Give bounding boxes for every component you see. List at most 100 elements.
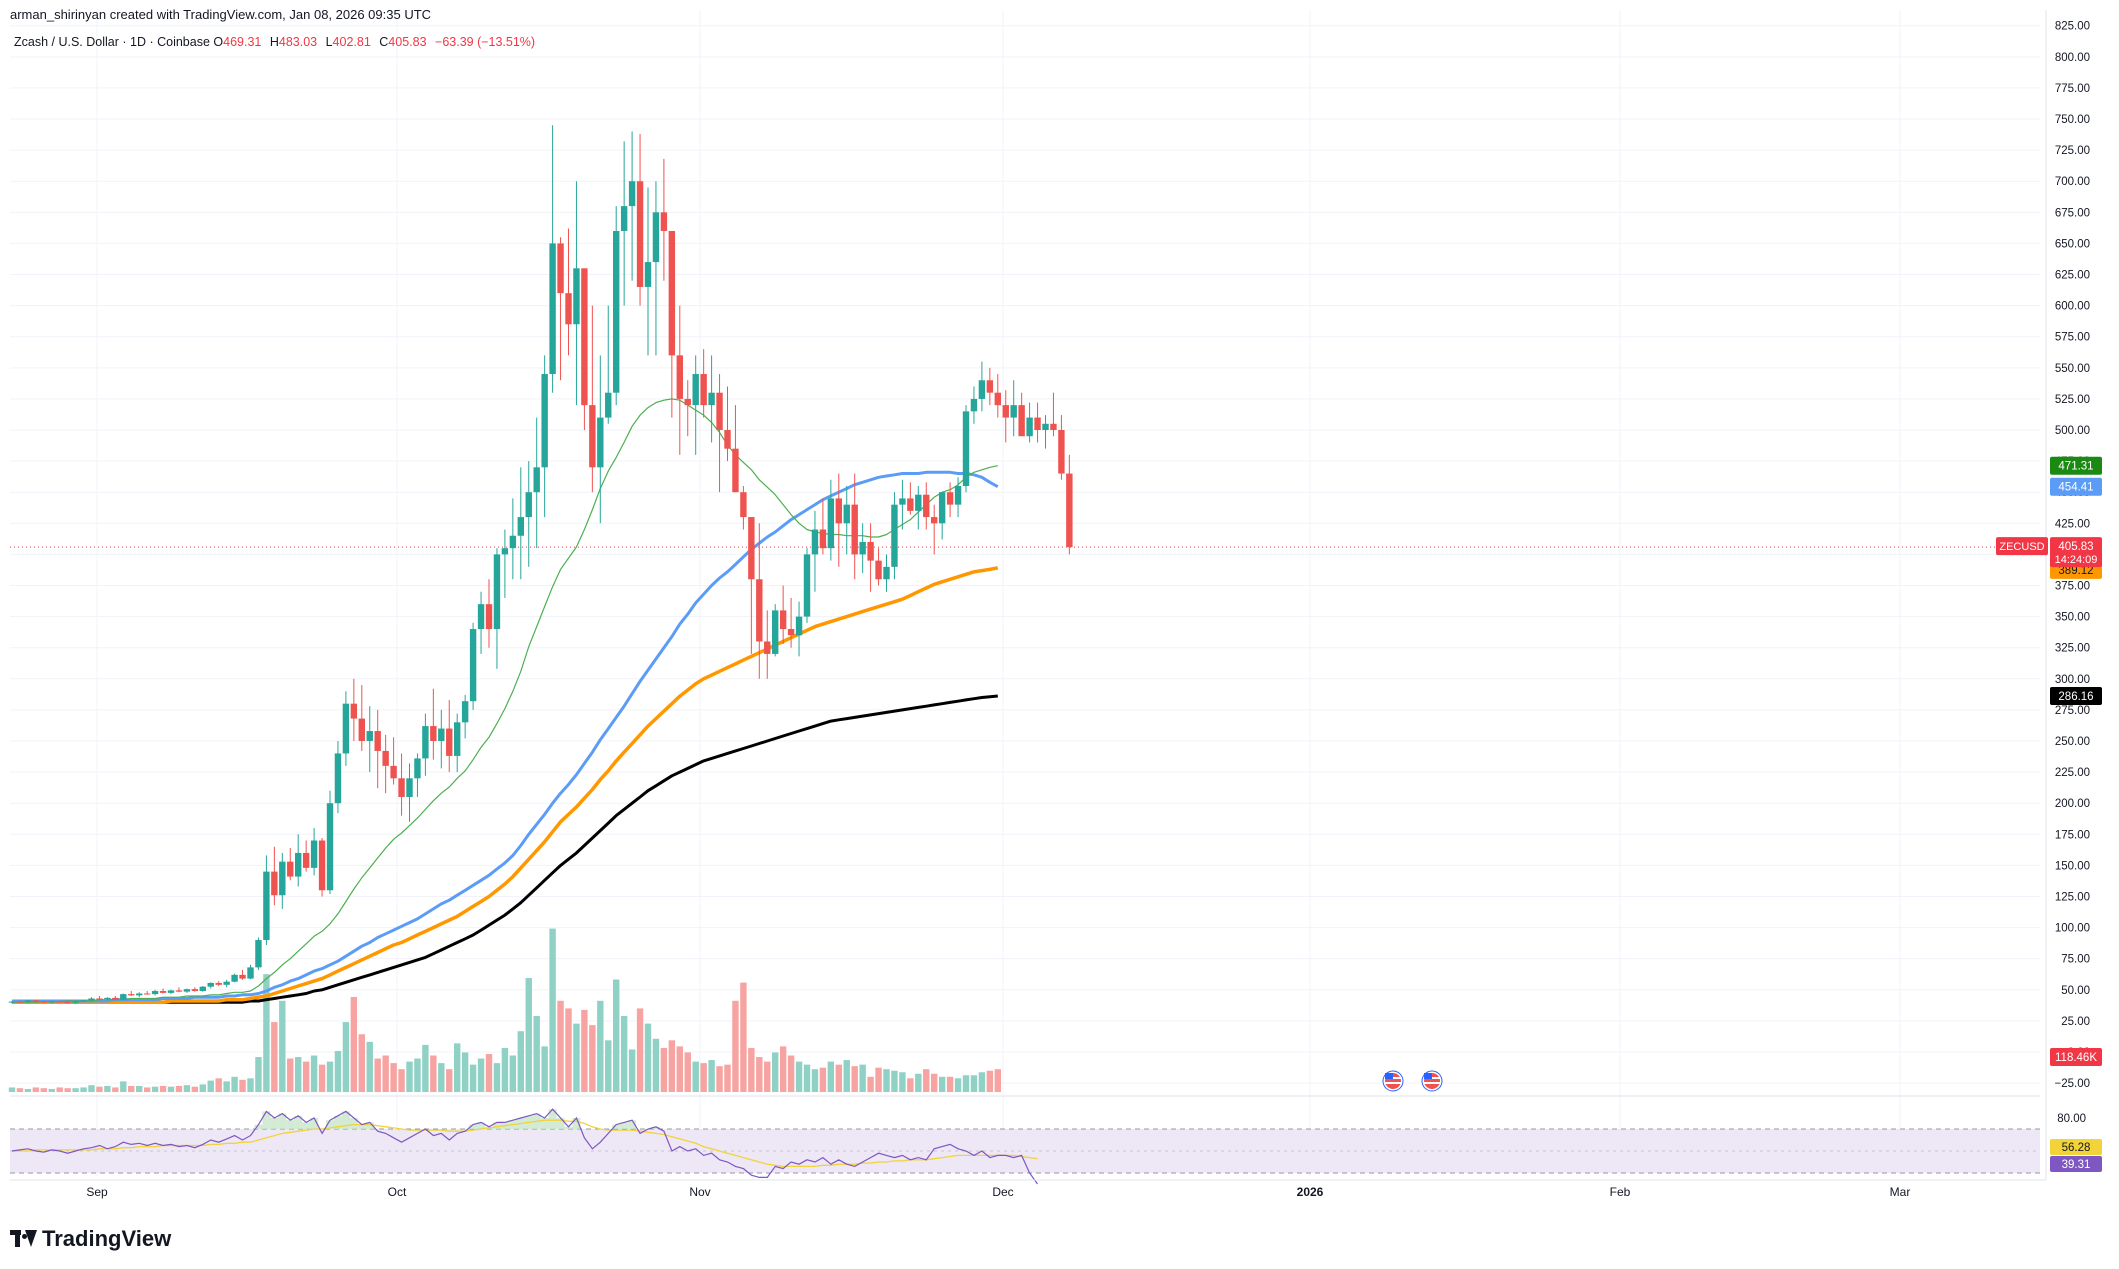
candle[interactable] — [191, 987, 199, 992]
candle[interactable] — [533, 417, 540, 549]
candle[interactable] — [541, 355, 548, 518]
volume-value-badge[interactable]: 118.46K — [2050, 1048, 2102, 1066]
candle[interactable] — [700, 349, 707, 418]
candle[interactable] — [779, 585, 787, 644]
candle[interactable] — [24, 999, 32, 1004]
candle[interactable] — [358, 685, 365, 751]
candle[interactable] — [525, 461, 532, 567]
candle[interactable] — [143, 991, 151, 995]
candle[interactable] — [811, 510, 819, 592]
candle[interactable] — [803, 548, 811, 623]
candle[interactable] — [120, 993, 127, 1001]
candle[interactable] — [787, 597, 795, 648]
us-flag-event-icon[interactable] — [1382, 1070, 1404, 1092]
candle[interactable] — [509, 498, 517, 580]
candle[interactable] — [994, 374, 1001, 418]
candle[interactable] — [454, 713, 461, 773]
candle[interactable] — [239, 969, 246, 980]
candle[interactable] — [446, 699, 453, 773]
candle[interactable] — [899, 479, 906, 530]
candle[interactable] — [843, 485, 850, 555]
candle[interactable] — [557, 237, 564, 381]
candle[interactable] — [64, 1000, 71, 1004]
candle[interactable] — [986, 367, 994, 406]
candle[interactable] — [295, 834, 302, 887]
candle[interactable] — [938, 492, 946, 540]
candle[interactable] — [72, 1000, 79, 1005]
candle[interactable] — [477, 591, 485, 654]
candle[interactable] — [819, 498, 827, 555]
candle[interactable] — [255, 937, 262, 970]
candle[interactable] — [851, 473, 858, 580]
candle[interactable] — [581, 268, 588, 431]
candle[interactable] — [748, 517, 755, 654]
candle[interactable] — [215, 981, 222, 987]
candle[interactable] — [907, 482, 914, 515]
candle[interactable] — [128, 991, 135, 996]
candle[interactable] — [48, 1000, 55, 1004]
candle[interactable] — [56, 1000, 63, 1003]
candle[interactable] — [159, 988, 167, 994]
ma50-value-badge[interactable]: 454.41 — [2050, 477, 2102, 496]
candle[interactable] — [40, 1000, 47, 1003]
candle[interactable] — [398, 753, 405, 816]
candle[interactable] — [827, 479, 835, 561]
candle[interactable] — [620, 141, 628, 306]
candle[interactable] — [350, 678, 358, 741]
candle[interactable] — [628, 131, 636, 281]
candle[interactable] — [104, 997, 111, 1001]
candle[interactable] — [302, 840, 310, 872]
candle[interactable] — [724, 386, 731, 462]
candle[interactable] — [1058, 415, 1065, 480]
candle[interactable] — [970, 386, 978, 424]
candle[interactable] — [883, 554, 890, 592]
candle[interactable] — [430, 688, 437, 760]
symbol-legend[interactable]: Zcash / U.S. Dollar · 1D · Coinbase O469… — [14, 35, 540, 49]
candle[interactable] — [716, 374, 723, 493]
candle[interactable] — [167, 989, 175, 995]
candle[interactable] — [652, 181, 660, 356]
candle[interactable] — [501, 529, 509, 598]
candle[interactable] — [549, 125, 556, 393]
rsi-ma-value-badge[interactable]: 56.28 — [2050, 1139, 2102, 1155]
rsi-pane[interactable] — [10, 1095, 2040, 1185]
candle[interactable] — [461, 694, 469, 739]
candle[interactable] — [764, 610, 771, 679]
candle[interactable] — [978, 361, 986, 412]
candle[interactable] — [772, 604, 779, 657]
candle[interactable] — [756, 523, 763, 679]
candle[interactable] — [271, 846, 278, 906]
candle[interactable] — [573, 181, 580, 406]
candle[interactable] — [207, 982, 214, 989]
candle[interactable] — [199, 986, 206, 992]
candlestick-series[interactable] — [8, 125, 1073, 1005]
candle[interactable] — [605, 305, 612, 424]
candle[interactable] — [613, 206, 620, 406]
candle[interactable] — [382, 734, 389, 794]
candle[interactable] — [231, 973, 238, 983]
candle[interactable] — [310, 828, 318, 876]
candle[interactable] — [923, 482, 930, 530]
candle[interactable] — [915, 485, 922, 530]
candle[interactable] — [406, 763, 413, 822]
candle[interactable] — [835, 473, 842, 567]
candle[interactable] — [1034, 402, 1041, 443]
candle[interactable] — [676, 305, 683, 455]
candle[interactable] — [875, 548, 882, 586]
candle[interactable] — [223, 979, 230, 988]
us-flag-event-icon[interactable] — [1421, 1070, 1443, 1092]
candle[interactable] — [112, 995, 119, 1000]
rsi-value-badge[interactable]: 39.31 — [2050, 1156, 2102, 1172]
ma200-value-badge[interactable]: 286.16 — [2050, 687, 2102, 706]
candle[interactable] — [931, 504, 938, 555]
candle[interactable] — [175, 987, 183, 993]
candle[interactable] — [1002, 390, 1009, 443]
candle[interactable] — [438, 709, 445, 769]
candle[interactable] — [414, 753, 421, 797]
candle[interactable] — [708, 355, 715, 443]
candle[interactable] — [342, 691, 350, 766]
candle[interactable] — [422, 713, 429, 776]
candle[interactable] — [597, 355, 604, 524]
